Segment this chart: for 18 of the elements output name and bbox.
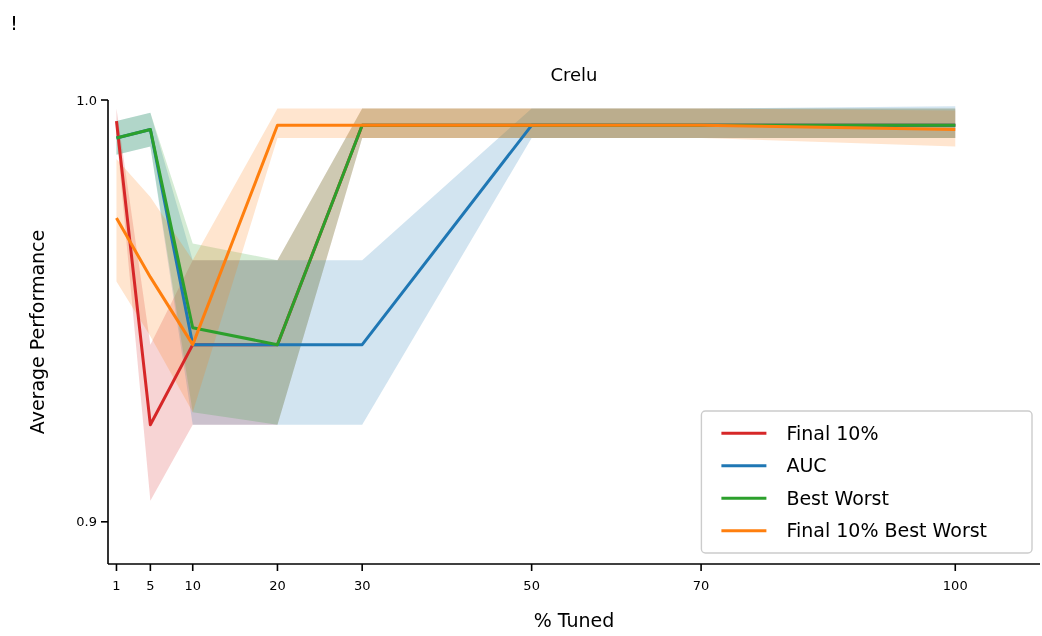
legend-label: Final 10% xyxy=(786,421,879,444)
y-axis-title: Average Performance xyxy=(26,229,48,435)
x-tick-label: 5 xyxy=(146,578,155,593)
x-tick-label: 20 xyxy=(269,578,286,593)
text: ! xyxy=(10,11,19,35)
chart-title: Crelu xyxy=(550,64,598,85)
x-tick-label: 100 xyxy=(942,578,968,593)
x-tick-label: 30 xyxy=(353,578,371,593)
x-tick-label: 70 xyxy=(692,578,710,593)
legend-label: AUC xyxy=(786,454,827,477)
x-tick-label: 50 xyxy=(523,578,540,593)
y-tick-label: 1.0 xyxy=(76,92,97,108)
x-axis-title: % Tuned xyxy=(533,609,615,631)
y-tick-label: 0.9 xyxy=(76,514,97,530)
x-tick-label: 1 xyxy=(112,578,121,593)
legend-label: Final 10% Best Worst xyxy=(786,519,988,542)
legend-label: Best Worst xyxy=(786,486,889,509)
x-tick-label: 10 xyxy=(184,578,201,593)
